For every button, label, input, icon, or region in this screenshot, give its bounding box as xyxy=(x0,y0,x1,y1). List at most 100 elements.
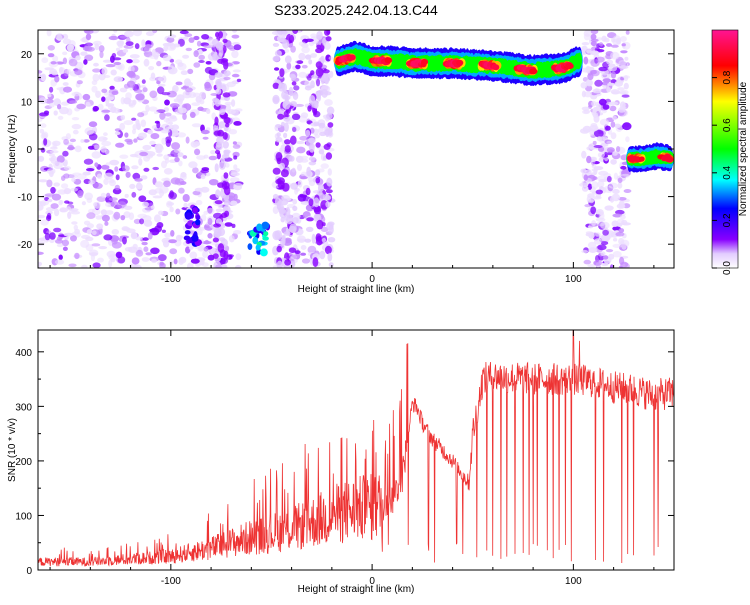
heatmap-cell xyxy=(288,86,294,97)
heatmap-cell xyxy=(594,79,603,87)
heatmap-cell xyxy=(38,118,43,123)
heatmap-cell xyxy=(142,201,149,207)
heatmap-cell xyxy=(179,256,187,264)
heatmap-cell xyxy=(128,103,134,107)
heatmap-cell xyxy=(274,197,282,206)
heatmap-cell xyxy=(92,73,100,82)
heatmap-cell xyxy=(623,75,629,82)
heatmap-cell xyxy=(167,65,175,73)
heatmap-cell xyxy=(124,132,129,138)
heatmap-cell xyxy=(308,59,313,65)
heatmap-cell xyxy=(232,144,241,149)
heatmap-cell xyxy=(91,243,101,247)
heatmap-cell xyxy=(198,60,205,63)
heatmap-cell xyxy=(61,183,69,189)
heatmap-cell xyxy=(47,198,53,203)
heatmap-cell xyxy=(123,83,131,89)
heatmap-cell xyxy=(213,231,221,238)
heatmap-cell xyxy=(51,193,62,201)
heatmap-cell xyxy=(82,93,91,101)
heatmap-cell xyxy=(288,34,295,44)
heatmap-cell xyxy=(194,148,201,156)
burst-cell xyxy=(191,234,199,242)
colorbar: 0.0 0.2 0.4 0.6 0.8 Normalized spectral ampl… xyxy=(711,29,749,275)
heatmap-cell xyxy=(272,55,280,62)
heatmap-cell xyxy=(154,214,161,223)
heatmap-cell xyxy=(281,121,285,127)
heatmap-cell xyxy=(101,109,111,113)
heatmap-cell xyxy=(44,232,51,241)
heatmap-cell xyxy=(174,156,180,163)
heatmap-cell xyxy=(304,85,312,91)
heatmap-cell xyxy=(276,245,282,253)
heatmap-cell xyxy=(47,93,52,98)
heatmap-cell xyxy=(596,221,606,227)
heatmap-cell xyxy=(185,87,193,93)
heatmap-cell xyxy=(173,258,178,265)
chart-title: S233.2025.242.04.13.C44 xyxy=(274,2,438,18)
heatmap-cell xyxy=(71,117,80,121)
heatmap-cell xyxy=(612,38,621,46)
heatmap-cell xyxy=(139,218,145,225)
heatmap-cell xyxy=(284,55,292,64)
heatmap-cell xyxy=(88,208,95,214)
heatmap-cell xyxy=(593,145,603,148)
heatmap-cell xyxy=(129,54,140,59)
heatmap-cell xyxy=(590,206,597,215)
heatmap-cell xyxy=(308,161,317,166)
heatmap-cell xyxy=(97,257,104,263)
y-tick-label: 20 xyxy=(21,50,33,61)
heatmap-cell xyxy=(223,76,231,81)
heatmap-cell xyxy=(99,51,104,59)
heatmap-cell xyxy=(292,199,298,205)
heatmap-cell xyxy=(90,254,95,262)
heatmap-cell xyxy=(325,128,330,138)
heatmap-cell xyxy=(171,142,181,150)
tone-cell xyxy=(492,64,500,71)
heatmap-cell xyxy=(324,99,333,106)
heatmap-cell xyxy=(134,89,143,93)
heatmap-cell xyxy=(113,76,124,83)
snr-ticks: -100 0 100 0 100 200 300 400 xyxy=(15,330,674,587)
heatmap-cell xyxy=(143,155,151,162)
heatmap-cell xyxy=(74,228,80,235)
heatmap-cell xyxy=(161,75,167,84)
heatmap-cell xyxy=(291,167,296,173)
heatmap-cell xyxy=(53,110,58,116)
heatmap-cell xyxy=(110,69,117,76)
heatmap-cell xyxy=(151,48,156,57)
heatmap-cell xyxy=(145,151,156,157)
heatmap-cell xyxy=(115,251,123,259)
heatmap-cell xyxy=(104,149,110,155)
heatmap-cell xyxy=(307,245,317,254)
heatmap-cell xyxy=(104,114,110,121)
heatmap-cell xyxy=(58,254,63,261)
heatmap-cell xyxy=(202,136,209,140)
heatmap-cell xyxy=(581,185,589,192)
heatmap-cell xyxy=(152,195,163,199)
heatmap-cell xyxy=(154,111,159,115)
heatmap-cell xyxy=(149,76,157,82)
heatmap-cell xyxy=(294,250,301,255)
heatmap-cell xyxy=(288,247,297,253)
heatmap-cell xyxy=(318,122,326,129)
heatmap-cell xyxy=(74,145,82,153)
heatmap-cell xyxy=(103,75,111,78)
heatmap-cell xyxy=(101,88,108,94)
heatmap-cell xyxy=(608,65,613,72)
heatmap-cell xyxy=(300,245,307,250)
heatmap-cell xyxy=(319,131,327,137)
heatmap-cell xyxy=(126,70,136,77)
heatmap-cell xyxy=(142,215,152,222)
heatmap-cell xyxy=(580,168,587,174)
heatmap-cell xyxy=(113,211,121,220)
heatmap-cell xyxy=(117,256,126,264)
heatmap-cell xyxy=(233,121,242,126)
heatmap-cell xyxy=(591,100,597,107)
heatmap-cell xyxy=(608,101,619,106)
heatmap-cell xyxy=(94,43,100,51)
heatmap-cell xyxy=(600,251,606,256)
heatmap-cell xyxy=(328,262,334,268)
heatmap-cell xyxy=(128,212,135,220)
